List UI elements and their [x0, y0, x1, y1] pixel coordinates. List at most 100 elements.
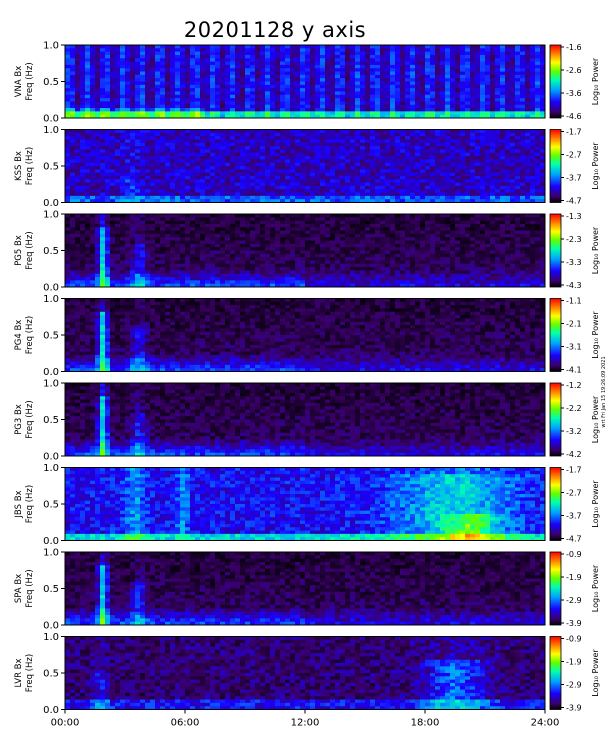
- heatmap-cell: [250, 139, 255, 143]
- heatmap-cell: [335, 149, 340, 153]
- heatmap-cell: [145, 267, 150, 271]
- heatmap-cell: [340, 159, 345, 163]
- heatmap-cell: [160, 91, 165, 95]
- heatmap-cell: [115, 251, 120, 255]
- heatmap-cell: [305, 62, 310, 66]
- heatmap-cell: [230, 78, 235, 82]
- heatmap-cell: [290, 91, 295, 95]
- heatmap-cell: [535, 133, 540, 137]
- heatmap-cell: [265, 111, 270, 115]
- heatmap-cell: [450, 65, 455, 69]
- heatmap-cell: [345, 176, 350, 180]
- heatmap-cell: [380, 88, 385, 92]
- heatmap-cell: [140, 139, 145, 143]
- heatmap-cell: [70, 280, 75, 284]
- heatmap-cell: [130, 173, 135, 177]
- heatmap-cell: [150, 143, 155, 147]
- heatmap-cell: [260, 72, 265, 76]
- heatmap-cell: [405, 55, 410, 59]
- heatmap-cell: [240, 55, 245, 59]
- heatmap-cell: [105, 95, 110, 99]
- heatmap-cell: [385, 91, 390, 95]
- heatmap-cell: [395, 176, 400, 180]
- heatmap-cell: [325, 72, 330, 76]
- heatmap-cell: [125, 68, 130, 72]
- heatmap-cell: [450, 196, 455, 200]
- heatmap-cell: [135, 82, 140, 86]
- heatmap-cell: [445, 179, 450, 183]
- heatmap-cell: [65, 214, 70, 218]
- heatmap-cell: [200, 72, 205, 76]
- heatmap-cell: [440, 176, 445, 180]
- heatmap-cell: [210, 143, 215, 147]
- heatmap-cell: [215, 45, 220, 49]
- heatmap-cell: [75, 143, 80, 147]
- heatmap-cell: [155, 55, 160, 59]
- heatmap-cell: [365, 52, 370, 56]
- heatmap-cell: [415, 143, 420, 147]
- heatmap-cell: [385, 55, 390, 59]
- heatmap-cell: [190, 65, 195, 69]
- heatmap-cell: [185, 75, 190, 79]
- heatmap-cell: [370, 130, 375, 134]
- heatmap-cell: [135, 139, 140, 143]
- heatmap-cell: [175, 254, 180, 258]
- heatmap-cell: [205, 72, 210, 76]
- heatmap-cell: [195, 136, 200, 140]
- heatmap-cell: [85, 183, 90, 187]
- heatmap-cell: [285, 149, 290, 153]
- heatmap-cell: [490, 153, 495, 157]
- heatmap-cell: [85, 163, 90, 167]
- heatmap-cell: [445, 88, 450, 92]
- heatmap-cell: [110, 277, 115, 281]
- heatmap-cell: [345, 62, 350, 66]
- heatmap-cell: [475, 88, 480, 92]
- heatmap-cell: [120, 274, 125, 278]
- heatmap-cell: [410, 101, 415, 105]
- heatmap-cell: [225, 189, 230, 193]
- heatmap-cell: [315, 48, 320, 52]
- heatmap-cell: [165, 267, 170, 271]
- heatmap-cell: [180, 85, 185, 89]
- heatmap-cell: [280, 149, 285, 153]
- heatmap-cell: [215, 78, 220, 82]
- heatmap-cell: [385, 166, 390, 170]
- heatmap-cell: [480, 173, 485, 177]
- heatmap-cell: [70, 156, 75, 160]
- heatmap-cell: [155, 111, 160, 115]
- heatmap-cell: [485, 45, 490, 49]
- heatmap-cell: [490, 166, 495, 170]
- heatmap-cell: [210, 274, 215, 278]
- heatmap-cell: [140, 82, 145, 86]
- heatmap-cell: [285, 156, 290, 160]
- heatmap-cell: [105, 224, 110, 228]
- heatmap-cell: [390, 85, 395, 89]
- heatmap-cell: [80, 280, 85, 284]
- heatmap-cell: [105, 214, 110, 218]
- heatmap-cell: [170, 196, 175, 200]
- heatmap-cell: [495, 139, 500, 143]
- heatmap-cell: [430, 65, 435, 69]
- heatmap-cell: [325, 111, 330, 115]
- heatmap-cell: [165, 257, 170, 261]
- heatmap-cell: [245, 130, 250, 134]
- heatmap-cell: [505, 82, 510, 86]
- heatmap-cell: [85, 91, 90, 95]
- heatmap-cell: [480, 101, 485, 105]
- heatmap-cell: [145, 251, 150, 255]
- heatmap-cell: [390, 196, 395, 200]
- heatmap-cell: [300, 88, 305, 92]
- heatmap-cell: [110, 231, 115, 235]
- heatmap-cell: [255, 72, 260, 76]
- heatmap-cell: [510, 196, 515, 200]
- heatmap-cell: [450, 95, 455, 99]
- heatmap-cell: [260, 101, 265, 105]
- heatmap-cell: [415, 169, 420, 173]
- heatmap-cell: [170, 231, 175, 235]
- heatmap-cell: [160, 55, 165, 59]
- heatmap-cell: [310, 68, 315, 72]
- heatmap-cell: [170, 153, 175, 157]
- heatmap-cell: [325, 186, 330, 190]
- heatmap-cell: [430, 85, 435, 89]
- heatmap-cell: [270, 136, 275, 140]
